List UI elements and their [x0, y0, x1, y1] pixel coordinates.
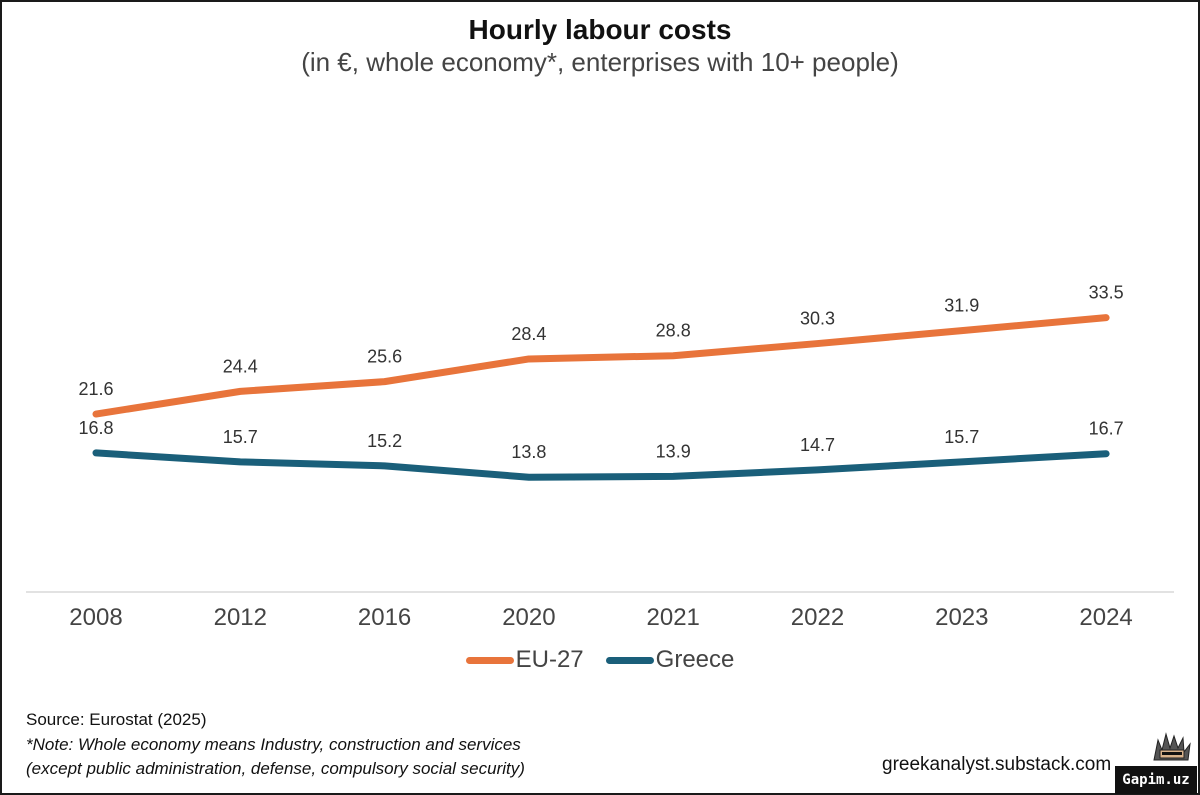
x-tick-label: 2020 — [502, 604, 555, 631]
x-tick-label: 2016 — [358, 604, 411, 631]
data-label: 15.7 — [944, 427, 979, 447]
footnote: *Note: Whole economy means Industry, con… — [26, 733, 525, 781]
data-label: 16.7 — [1089, 419, 1124, 439]
data-label: 30.3 — [800, 309, 835, 329]
mascot-icon — [1153, 732, 1191, 761]
data-label: 13.9 — [656, 441, 691, 461]
legend-swatch-eu27 — [465, 656, 514, 664]
series-line-eu-27 — [92, 314, 1110, 418]
watermark-logo: Gapim.uz — [1115, 766, 1197, 794]
data-label: 33.5 — [1089, 283, 1124, 303]
data-label: 14.7 — [800, 435, 835, 455]
x-tick-label: 2021 — [647, 604, 700, 631]
x-tick-label: 2024 — [1079, 604, 1132, 631]
chart-title: Hourly labour costs — [468, 14, 732, 45]
data-label: 13.8 — [511, 442, 546, 462]
x-tick-label: 2022 — [791, 604, 844, 631]
data-label: 15.2 — [367, 431, 402, 451]
legend-label-eu27: EU-27 — [515, 646, 584, 673]
data-label: 16.8 — [78, 418, 113, 438]
data-label: 28.8 — [656, 321, 691, 341]
data-label: 15.7 — [223, 427, 258, 447]
chart-subtitle: (in €, whole economy*, enterprises with … — [301, 47, 899, 77]
website-link[interactable]: greekanalyst.substack.com — [882, 754, 1112, 775]
footnote-line-2: (except public administration, defense, … — [26, 759, 525, 778]
series-line-greece — [92, 449, 1110, 481]
x-tick-label: 2012 — [214, 604, 267, 631]
data-label: 24.4 — [223, 356, 258, 376]
x-tick-label: 2008 — [69, 604, 122, 631]
legend-label-greece: Greece — [655, 646, 735, 673]
line-chart: 2008 2012 2016 2020 2021 2022 2023 2024 21.6 24.4… — [26, 283, 1174, 631]
chart-legend: EU-27 Greece — [2, 646, 1198, 674]
data-label: 31.9 — [944, 296, 979, 316]
footnote-line-1: *Note: Whole economy means Industry, con… — [26, 735, 521, 754]
legend-swatch-greece — [605, 656, 654, 664]
data-label: 25.6 — [367, 347, 402, 367]
data-label: 28.4 — [511, 324, 546, 344]
legend-item-greece: Greece — [605, 646, 735, 674]
legend-item-eu27: EU-27 — [465, 646, 584, 674]
source-text: Source: Eurostat (2025) — [26, 710, 207, 729]
x-tick-label: 2023 — [935, 604, 988, 631]
data-label: 21.6 — [78, 379, 113, 399]
